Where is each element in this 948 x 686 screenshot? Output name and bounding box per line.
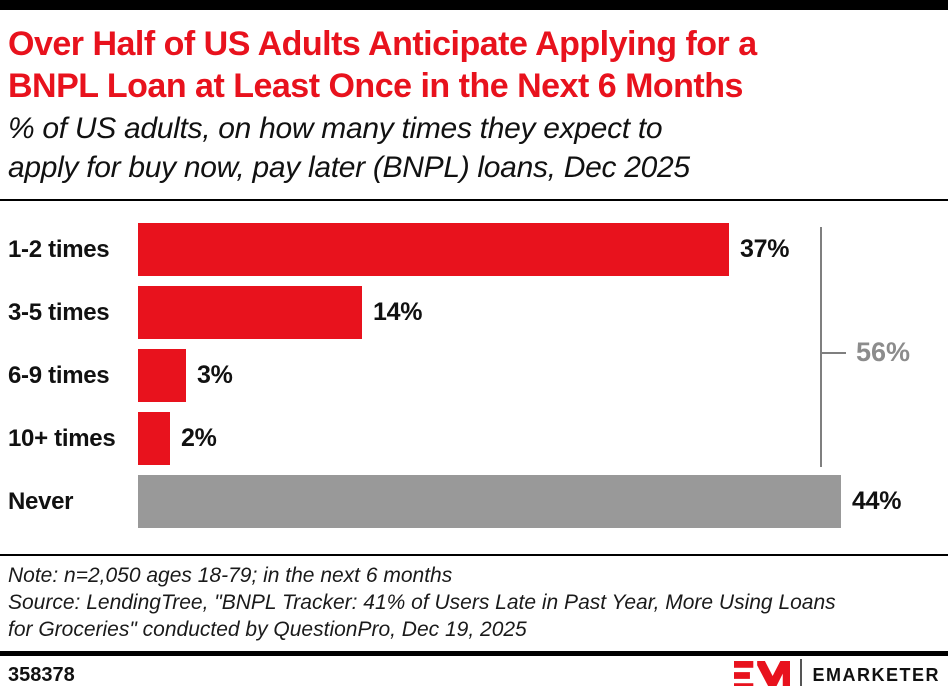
- title-line-1: Over Half of US Adults Anticipate Applyi…: [8, 25, 757, 63]
- category-label: 1-2 times: [8, 235, 110, 263]
- note-text: Note: n=2,050 ages 18-79; in the next 6 …: [8, 564, 453, 587]
- top-black-bar: [0, 0, 948, 10]
- bar-row-1-2-times: 1-2 times 37%: [0, 223, 948, 276]
- value-label: 37%: [740, 235, 790, 263]
- bar-segment: [138, 286, 362, 339]
- footer-bar: 358378 EMARKETER: [0, 656, 948, 686]
- category-label: 6-9 times: [8, 361, 110, 389]
- bar-track: 44%: [138, 475, 948, 528]
- value-label: 44%: [852, 487, 902, 515]
- value-label: 14%: [373, 298, 423, 326]
- bar-row-10-plus-times: 10+ times 2%: [0, 412, 948, 465]
- note-block: Note: n=2,050 ages 18-79; in the next 6 …: [0, 556, 948, 651]
- bar-segment: [138, 412, 170, 465]
- bar-segment: [138, 475, 841, 528]
- bracket-sum-label: 56%: [856, 337, 911, 367]
- bar-row-never: Never 44%: [0, 475, 948, 528]
- footer-divider: [0, 651, 948, 656]
- subtitle-line-2: apply for buy now, pay later (BNPL) loan…: [8, 151, 690, 184]
- bracket-line: [820, 227, 822, 467]
- value-label: 3%: [197, 361, 233, 389]
- logo-divider: [800, 658, 803, 686]
- logo-wordmark: EMARKETER: [812, 665, 940, 685]
- emarketer-logo: EMARKETER: [734, 658, 940, 686]
- em-logo-icon: [734, 661, 791, 686]
- bracket-tick: [820, 352, 846, 354]
- page-title: Over Half of US Adults Anticipate Applyi…: [8, 23, 940, 107]
- title-line-2: BNPL Loan at Least Once in the Next 6 Mo…: [8, 67, 743, 105]
- chart-id: 358378: [8, 664, 75, 686]
- bar-track: 14%: [138, 286, 948, 339]
- bar-row-6-9-times: 6-9 times 3%: [0, 349, 948, 402]
- header-divider: [0, 199, 948, 201]
- bar-row-3-5-times: 3-5 times 14%: [0, 286, 948, 339]
- category-label: 10+ times: [8, 424, 116, 452]
- bar-segment: [138, 349, 186, 402]
- bar-segment: [138, 223, 729, 276]
- bar-track: 37%: [138, 223, 948, 276]
- source-line-2: for Groceries" conducted by QuestionPro,…: [8, 618, 527, 641]
- category-label: 3-5 times: [8, 298, 110, 326]
- source-line-1: Source: LendingTree, "BNPL Tracker: 41% …: [8, 591, 836, 614]
- bar-track: 3%: [138, 349, 948, 402]
- bar-chart: 1-2 times 37% 3-5 times 14% 6-9 times 3%…: [0, 201, 948, 554]
- chart-header: Over Half of US Adults Anticipate Applyi…: [0, 10, 948, 199]
- category-label: Never: [8, 487, 74, 515]
- chart-subtitle: % of US adults, on how many times they e…: [8, 109, 940, 187]
- value-label: 2%: [181, 424, 217, 452]
- bar-track: 2%: [138, 412, 948, 465]
- subtitle-line-1: % of US adults, on how many times they e…: [8, 112, 663, 145]
- chart-footer-divider: [0, 554, 948, 556]
